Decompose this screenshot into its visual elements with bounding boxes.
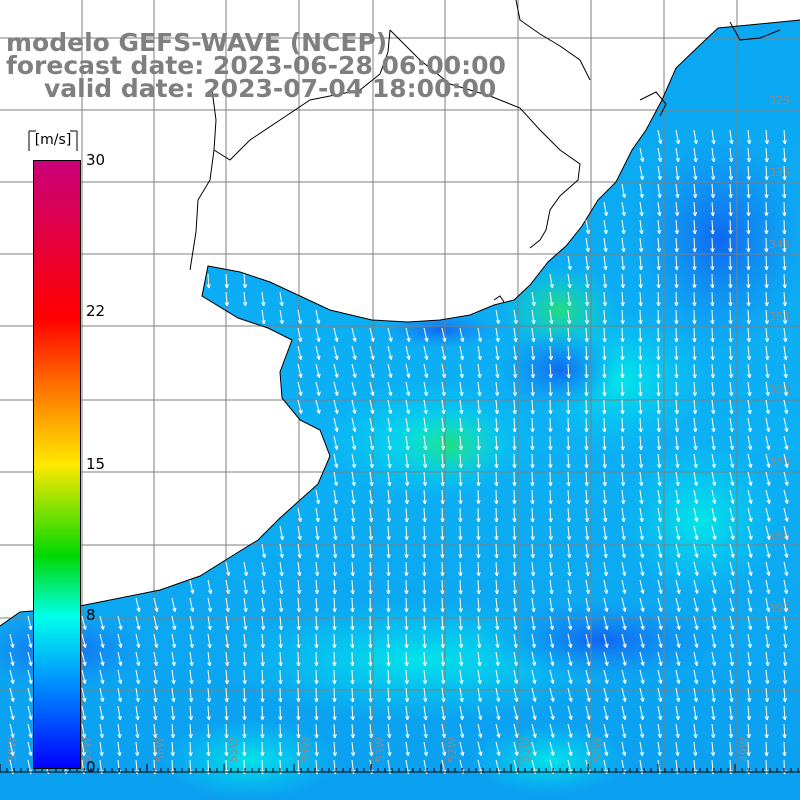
colorbar-tick-15: 15 [86,455,106,473]
model-title: modelo GEFS-WAVE (NCEP) [6,28,388,57]
lon-label-50w: 50W [592,737,605,762]
lon-label-52w: 52W [446,737,459,762]
lat-label-33s: 33S [769,166,790,179]
lat-label-34s: 34S [769,238,790,251]
lat-label-32s: 32S [769,94,790,107]
lon-label-51w: 51W [519,737,532,762]
colorbar-unit-box: [m/s] [28,130,78,152]
lon-label-54w: 54W [300,737,313,762]
colorbar-tick-30: 30 [86,151,106,169]
colorbar [33,160,81,769]
colorbar-unit: [m/s] [34,132,72,148]
lon-label-55w: 55W [227,737,240,762]
lon-label-49w: 49W [738,737,751,762]
colorbar-tick-22: 22 [86,302,106,320]
lat-label-38s: 38S [769,529,790,542]
lon-label-53w: 53W [374,737,387,762]
wind-arrows [9,129,789,775]
forecast-date: forecast date: 2023-06-28 06:00:00 [6,51,506,80]
lon-label-58w: 58W [6,737,19,762]
colorbar-tick-8: 8 [86,606,96,624]
colorbar-tick-0: 0 [86,758,96,776]
lon-label-56w: 56W [154,737,167,762]
valid-date: valid date: 2023-07-04 18:00:00 [44,74,497,103]
